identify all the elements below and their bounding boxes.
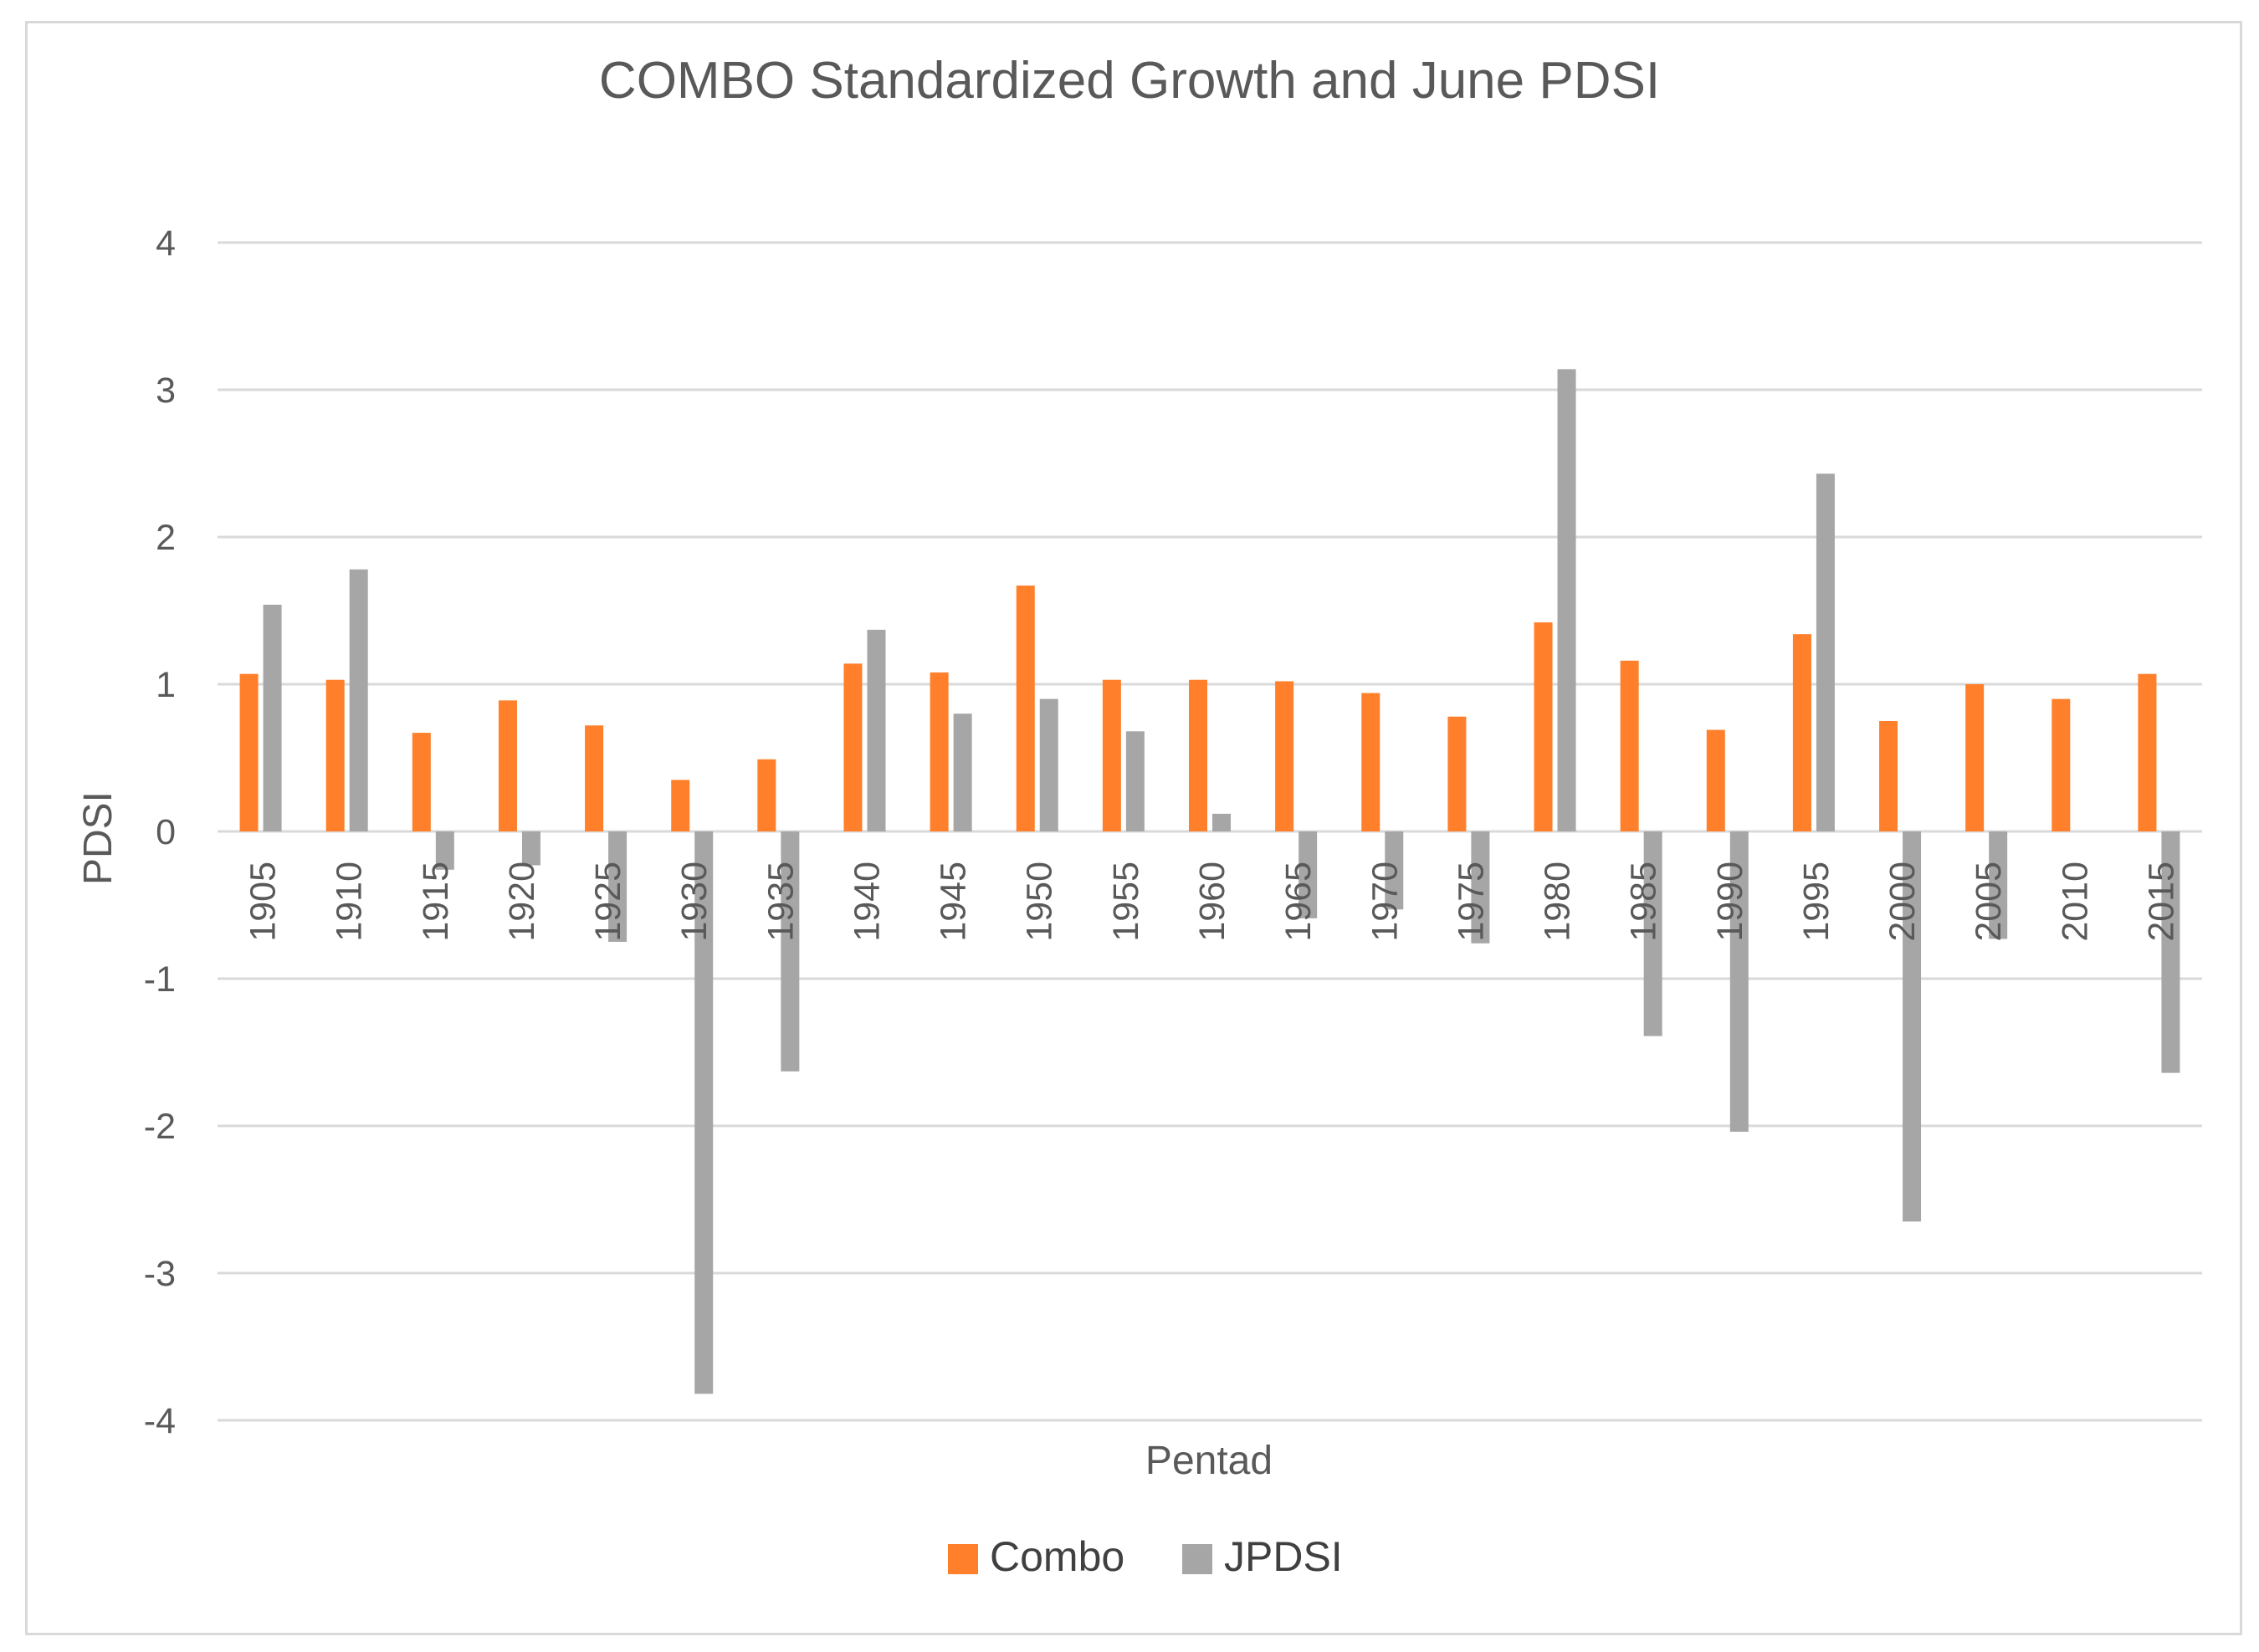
gridlines <box>218 241 2202 1422</box>
x-tick-label: 1985 <box>1624 862 1664 942</box>
chart-title: COMBO Standardized Growth and June PDSI <box>599 52 1660 110</box>
bar-combo-1930 <box>671 780 690 831</box>
y-tick-label: -4 <box>144 1401 176 1441</box>
bar-jpdsi-1980 <box>1557 369 1576 831</box>
bars <box>239 369 2180 1394</box>
x-axis-label: Pentad <box>1145 1439 1273 1483</box>
x-tick-label: 1975 <box>1451 862 1491 942</box>
x-tick-label: 1970 <box>1365 862 1405 942</box>
x-tick-label: 1955 <box>1106 862 1146 942</box>
x-tick-label: 1935 <box>761 862 801 942</box>
x-tick-label: 1905 <box>243 862 284 942</box>
bar-combo-1915 <box>412 733 431 831</box>
bar-combo-1910 <box>325 679 345 831</box>
bar-combo-1940 <box>843 663 863 831</box>
bar-combo-1985 <box>1620 660 1639 831</box>
bar-jpdsi-1955 <box>1125 731 1145 831</box>
bar-combo-1925 <box>585 725 604 831</box>
bar-jpdsi-2015 <box>2161 831 2180 1073</box>
bar-jpdsi-1975 <box>1471 831 1490 944</box>
x-tick-label: 1995 <box>1796 862 1836 942</box>
x-tick-label: 2010 <box>2055 862 2095 942</box>
bar-jpdsi-1970 <box>1385 831 1404 910</box>
x-tick-label: 1960 <box>1192 862 1232 942</box>
bar-jpdsi-1930 <box>694 831 714 1394</box>
legend: Combo JPDSI <box>948 1533 1343 1580</box>
x-tick-label: 1910 <box>330 862 370 942</box>
bar-jpdsi-1995 <box>1816 473 1835 831</box>
x-tick-label: 1940 <box>847 862 887 942</box>
bar-combo-1995 <box>1792 634 1811 831</box>
bar-combo-1905 <box>239 673 259 831</box>
legend-swatch-jpdsi <box>1182 1544 1212 1574</box>
bar-combo-1975 <box>1447 716 1467 831</box>
bar-combo-1920 <box>498 700 517 831</box>
bar-jpdsi-1935 <box>781 831 800 1071</box>
bar-jpdsi-1965 <box>1299 831 1318 918</box>
x-tick-label: 1980 <box>1538 862 1578 942</box>
y-tick-label: -1 <box>144 959 176 1000</box>
x-tick-label: 1930 <box>674 862 715 942</box>
bar-jpdsi-1940 <box>867 629 886 831</box>
y-tick-label: 2 <box>156 518 176 558</box>
bar-combo-2000 <box>1879 721 1898 831</box>
bar-combo-1965 <box>1275 681 1294 831</box>
bar-jpdsi-1960 <box>1212 813 1231 831</box>
bar-combo-1945 <box>930 672 949 831</box>
bar-combo-1960 <box>1189 679 1207 831</box>
bar-jpdsi-2000 <box>1903 831 1922 1222</box>
bar-jpdsi-1925 <box>608 831 628 942</box>
bar-jpdsi-1950 <box>1039 698 1058 831</box>
y-tick-label: 0 <box>156 812 176 852</box>
x-tick-label: 1965 <box>1278 862 1319 942</box>
bar-jpdsi-1915 <box>435 831 454 870</box>
x-tick-label: 1920 <box>502 862 542 942</box>
x-tick-label: 1990 <box>1710 862 1750 942</box>
y-tick-label: 1 <box>156 665 176 705</box>
legend-label-combo: Combo <box>990 1533 1124 1580</box>
y-tick-label: 3 <box>156 371 176 411</box>
bar-jpdsi-2005 <box>1989 831 2008 939</box>
bar-combo-2005 <box>1965 684 1985 831</box>
bar-combo-1990 <box>1706 729 1725 831</box>
bar-combo-1935 <box>757 759 776 831</box>
y-tick-label: -3 <box>144 1254 176 1294</box>
bar-jpdsi-1920 <box>521 831 540 866</box>
legend-swatch-combo <box>948 1544 978 1574</box>
x-tick-label: 1945 <box>934 862 974 942</box>
legend-label-jpdsi: JPDSI <box>1224 1533 1343 1580</box>
x-tick-label: 2000 <box>1882 862 1923 942</box>
y-axis-label: PDSI <box>76 791 120 885</box>
x-tick-label: 1950 <box>1020 862 1060 942</box>
x-tick-label: 1925 <box>588 862 628 942</box>
bar-jpdsi-1945 <box>953 713 972 831</box>
bar-combo-2015 <box>2138 673 2157 831</box>
x-tick-label: 2015 <box>2141 862 2181 942</box>
bar-combo-1980 <box>1534 622 1553 831</box>
bar-combo-2010 <box>2052 698 2071 831</box>
bar-jpdsi-1990 <box>1729 831 1749 1133</box>
bar-combo-1950 <box>1016 586 1035 831</box>
bar-jpdsi-1905 <box>263 604 282 831</box>
bar-combo-1955 <box>1102 679 1121 831</box>
bar-jpdsi-1910 <box>349 569 368 831</box>
y-tick-label: 4 <box>156 223 176 263</box>
x-axis-ticks: 1905 1910 1915 1920 1925 1930 1935 1940 1945 1950… <box>243 862 2182 942</box>
bar-jpdsi-1985 <box>1643 831 1662 1036</box>
y-axis-ticks: 4 3 2 1 0 -1 -2 -3 -4 <box>144 223 176 1441</box>
x-tick-label: 1915 <box>416 862 456 942</box>
y-tick-label: -2 <box>144 1107 176 1147</box>
x-tick-label: 2005 <box>1969 862 2009 942</box>
bar-combo-1970 <box>1361 693 1380 831</box>
